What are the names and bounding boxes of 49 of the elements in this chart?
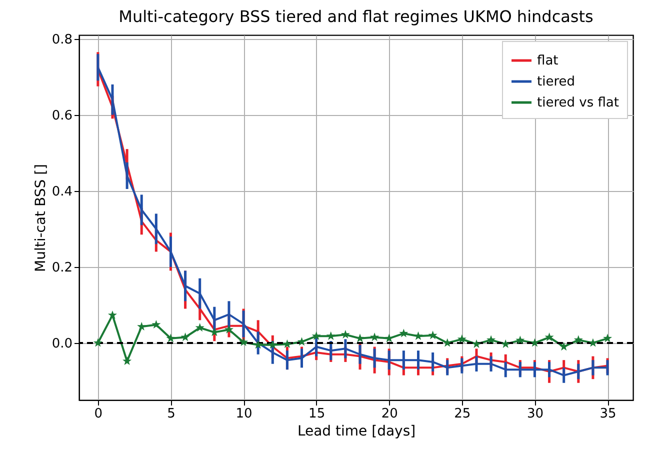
- point: [516, 336, 525, 344]
- point: [93, 338, 102, 347]
- point: [603, 334, 612, 342]
- point: [472, 339, 481, 348]
- legend-label: flat: [537, 54, 558, 68]
- point: [370, 332, 380, 342]
- x-tick-label: 30: [526, 406, 544, 422]
- point: [530, 338, 540, 347]
- x-tick-label: 25: [454, 406, 471, 422]
- point: [559, 342, 568, 351]
- point: [544, 332, 554, 342]
- point: [399, 328, 408, 338]
- point: [180, 332, 190, 342]
- y-tick-label: 0.4: [52, 184, 72, 200]
- chart-title: Multi-category BSS tiered and flat regimes UKMO hindcasts: [118, 6, 594, 26]
- point: [326, 331, 336, 340]
- point: [224, 324, 234, 334]
- y-tick-label: 0.2: [52, 260, 72, 276]
- x-tick-label: 0: [94, 406, 103, 422]
- point: [108, 310, 117, 320]
- point: [312, 331, 321, 340]
- point: [486, 335, 496, 344]
- y-tick-label: 0.6: [52, 108, 72, 124]
- point: [428, 330, 438, 340]
- point: [137, 322, 146, 330]
- point: [166, 334, 176, 342]
- point: [122, 356, 132, 366]
- point: [282, 339, 292, 348]
- point: [254, 340, 263, 349]
- point: [268, 340, 278, 349]
- point: [195, 323, 204, 332]
- x-tick-label: 20: [381, 406, 398, 422]
- point: [152, 320, 161, 329]
- y-tick-label: 0.0: [52, 336, 72, 352]
- x-axis-title: Lead time [days]: [297, 424, 416, 440]
- legend-label: tiered: [537, 74, 576, 90]
- point: [239, 337, 248, 346]
- x-tick-label: 35: [600, 406, 616, 422]
- point: [457, 334, 466, 344]
- point: [442, 338, 452, 347]
- legend-label: tiered vs flat: [537, 96, 619, 110]
- point: [340, 330, 350, 338]
- y-axis-title: Multi-cat BSS []: [32, 164, 49, 272]
- x-tick-label: 10: [236, 406, 252, 422]
- x-tick-label: 5: [167, 406, 176, 422]
- y-tick-label: 0.8: [52, 32, 72, 48]
- point: [501, 339, 510, 348]
- point: [574, 335, 583, 344]
- x-tick-label: 15: [308, 406, 326, 422]
